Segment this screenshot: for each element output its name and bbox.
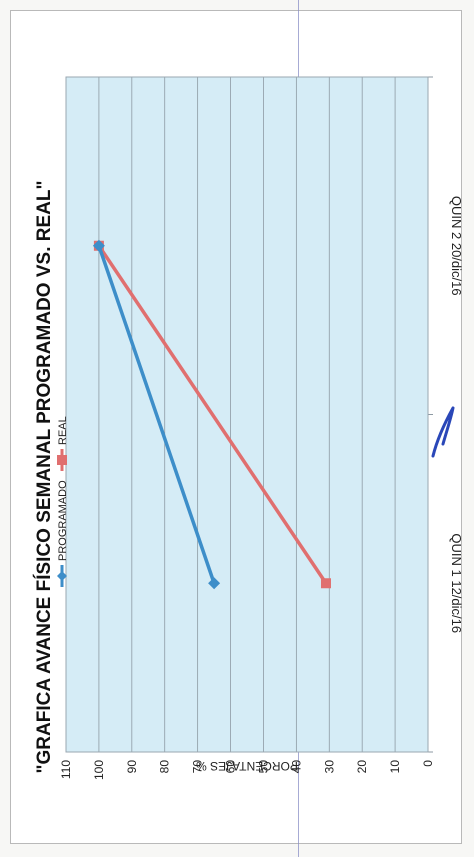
x-axis-categories: QUIN 1 12/dic/16 QUIN 2 20/dic/16 <box>449 196 464 633</box>
legend-label: REAL <box>57 416 69 445</box>
y-axis-ticks: 0 10 20 30 40 50 60 70 80 90 100 110 <box>59 760 435 780</box>
legend-marker <box>57 455 67 465</box>
y-tick-label: 110 <box>59 760 73 779</box>
series-layer <box>92 239 331 590</box>
pen-signature-mark <box>431 406 455 458</box>
y-tick-label: 70 <box>191 760 205 774</box>
y-tick-label: 0 <box>421 760 435 767</box>
data-point-real <box>320 578 331 589</box>
plot-frame <box>65 76 429 753</box>
x-category-label: QUIN 2 20/dic/16 <box>449 196 464 296</box>
y-tick-label: 10 <box>388 760 402 774</box>
y-tick-label: 50 <box>256 760 270 774</box>
y-tick-label: 60 <box>224 760 238 774</box>
x-category-label: QUIN 1 12/dic/16 <box>449 533 464 633</box>
y-tick-label: 80 <box>158 760 172 774</box>
data-point-programado <box>208 577 221 590</box>
y-tick-label: 20 <box>355 760 369 774</box>
legend: PROGRAMADO REAL <box>57 416 69 587</box>
chart-title: "GRAFICA AVANCE FÍSICO SEMANAL PROGRAMAD… <box>33 181 55 774</box>
legend-marker <box>57 571 67 581</box>
data-point-programado <box>92 239 105 252</box>
legend-label: PROGRAMADO <box>57 480 69 561</box>
plot-area <box>65 76 433 753</box>
y-tick-label: 90 <box>125 760 139 774</box>
series-line-real <box>97 244 328 585</box>
plot-background <box>66 77 428 752</box>
y-axis-label: PORCENTAJES % <box>196 759 298 773</box>
series-line-programado <box>97 245 216 584</box>
y-tick-label: 40 <box>289 760 303 774</box>
y-tick-label: 100 <box>92 760 106 780</box>
y-tick-label: 30 <box>322 760 336 774</box>
